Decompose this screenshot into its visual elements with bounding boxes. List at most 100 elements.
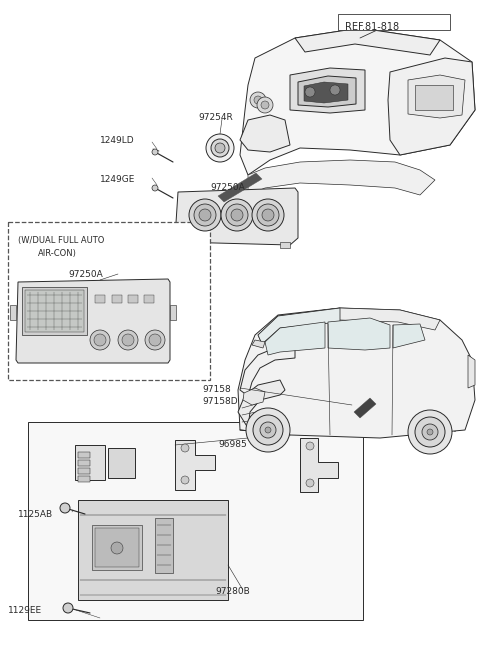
Polygon shape bbox=[328, 318, 390, 350]
Circle shape bbox=[257, 97, 273, 113]
Text: (W/DUAL FULL AUTO: (W/DUAL FULL AUTO bbox=[18, 236, 104, 245]
Polygon shape bbox=[16, 279, 170, 363]
Polygon shape bbox=[108, 448, 135, 478]
Circle shape bbox=[221, 199, 253, 231]
Circle shape bbox=[254, 96, 262, 104]
Circle shape bbox=[246, 408, 290, 452]
Bar bbox=[144, 295, 154, 303]
Circle shape bbox=[149, 334, 161, 346]
Bar bbox=[78, 460, 90, 466]
Circle shape bbox=[260, 422, 276, 438]
Text: 97250A: 97250A bbox=[210, 183, 245, 192]
Circle shape bbox=[231, 209, 243, 221]
Circle shape bbox=[94, 334, 106, 346]
Circle shape bbox=[252, 199, 284, 231]
Bar bbox=[25, 290, 84, 332]
Polygon shape bbox=[170, 305, 176, 320]
Text: 97158D: 97158D bbox=[202, 397, 238, 406]
Bar bbox=[95, 295, 105, 303]
Polygon shape bbox=[243, 388, 265, 405]
Text: 97250A: 97250A bbox=[68, 270, 103, 279]
Polygon shape bbox=[393, 324, 425, 348]
Polygon shape bbox=[218, 173, 262, 202]
Text: 1249GE: 1249GE bbox=[100, 175, 135, 184]
Polygon shape bbox=[248, 160, 435, 195]
Polygon shape bbox=[408, 75, 465, 118]
Text: REF.81-818: REF.81-818 bbox=[345, 22, 399, 32]
Polygon shape bbox=[75, 445, 105, 480]
Circle shape bbox=[122, 334, 134, 346]
Polygon shape bbox=[295, 28, 440, 55]
Circle shape bbox=[152, 149, 158, 155]
Circle shape bbox=[330, 85, 340, 95]
Text: AIR-CON): AIR-CON) bbox=[38, 249, 77, 258]
Circle shape bbox=[194, 204, 216, 226]
Polygon shape bbox=[240, 28, 475, 175]
Bar bbox=[92, 525, 142, 570]
Bar bbox=[112, 295, 122, 303]
Polygon shape bbox=[175, 440, 215, 490]
Bar bbox=[95, 528, 139, 567]
Text: 1129EE: 1129EE bbox=[8, 606, 42, 615]
Polygon shape bbox=[240, 345, 295, 396]
Circle shape bbox=[206, 134, 234, 162]
Text: 97158: 97158 bbox=[202, 385, 231, 394]
Polygon shape bbox=[290, 68, 365, 113]
Circle shape bbox=[118, 330, 138, 350]
Text: 97254R: 97254R bbox=[198, 113, 233, 122]
Circle shape bbox=[261, 101, 269, 109]
Circle shape bbox=[265, 427, 271, 433]
Bar bbox=[78, 468, 90, 474]
Polygon shape bbox=[10, 305, 16, 320]
Circle shape bbox=[152, 185, 158, 191]
Bar bbox=[22, 287, 87, 335]
Circle shape bbox=[199, 209, 211, 221]
Polygon shape bbox=[225, 141, 232, 155]
Text: 96985: 96985 bbox=[218, 440, 247, 449]
Polygon shape bbox=[280, 242, 290, 248]
Circle shape bbox=[306, 479, 314, 487]
Circle shape bbox=[145, 330, 165, 350]
Polygon shape bbox=[258, 308, 340, 344]
Circle shape bbox=[257, 204, 279, 226]
Circle shape bbox=[253, 415, 283, 445]
Polygon shape bbox=[258, 308, 440, 344]
Circle shape bbox=[215, 143, 225, 153]
Circle shape bbox=[226, 204, 248, 226]
Circle shape bbox=[408, 410, 452, 454]
Polygon shape bbox=[240, 115, 290, 152]
Circle shape bbox=[181, 444, 189, 452]
Bar bbox=[28, 422, 363, 620]
Polygon shape bbox=[265, 322, 325, 355]
Polygon shape bbox=[298, 76, 356, 107]
Polygon shape bbox=[354, 398, 376, 418]
Circle shape bbox=[422, 424, 438, 440]
Text: 1125AB: 1125AB bbox=[18, 510, 53, 519]
Polygon shape bbox=[388, 58, 475, 155]
Polygon shape bbox=[304, 82, 348, 103]
Polygon shape bbox=[300, 438, 338, 492]
Circle shape bbox=[306, 442, 314, 450]
Text: 1249LD: 1249LD bbox=[100, 136, 134, 145]
Bar bbox=[8, 222, 210, 380]
Circle shape bbox=[63, 603, 73, 613]
Bar bbox=[128, 295, 138, 303]
Circle shape bbox=[415, 417, 445, 447]
Polygon shape bbox=[238, 308, 475, 438]
Polygon shape bbox=[468, 355, 475, 388]
Bar bbox=[415, 85, 453, 110]
Circle shape bbox=[111, 542, 123, 554]
Circle shape bbox=[211, 139, 229, 157]
Polygon shape bbox=[238, 380, 285, 428]
Bar bbox=[78, 476, 90, 482]
Circle shape bbox=[427, 429, 433, 435]
Polygon shape bbox=[208, 143, 214, 154]
Text: 97280B: 97280B bbox=[215, 587, 250, 596]
Circle shape bbox=[181, 476, 189, 484]
Polygon shape bbox=[252, 340, 265, 348]
Circle shape bbox=[262, 209, 274, 221]
Polygon shape bbox=[185, 242, 195, 248]
Circle shape bbox=[90, 330, 110, 350]
Bar bbox=[78, 500, 228, 600]
Bar bbox=[155, 518, 173, 573]
